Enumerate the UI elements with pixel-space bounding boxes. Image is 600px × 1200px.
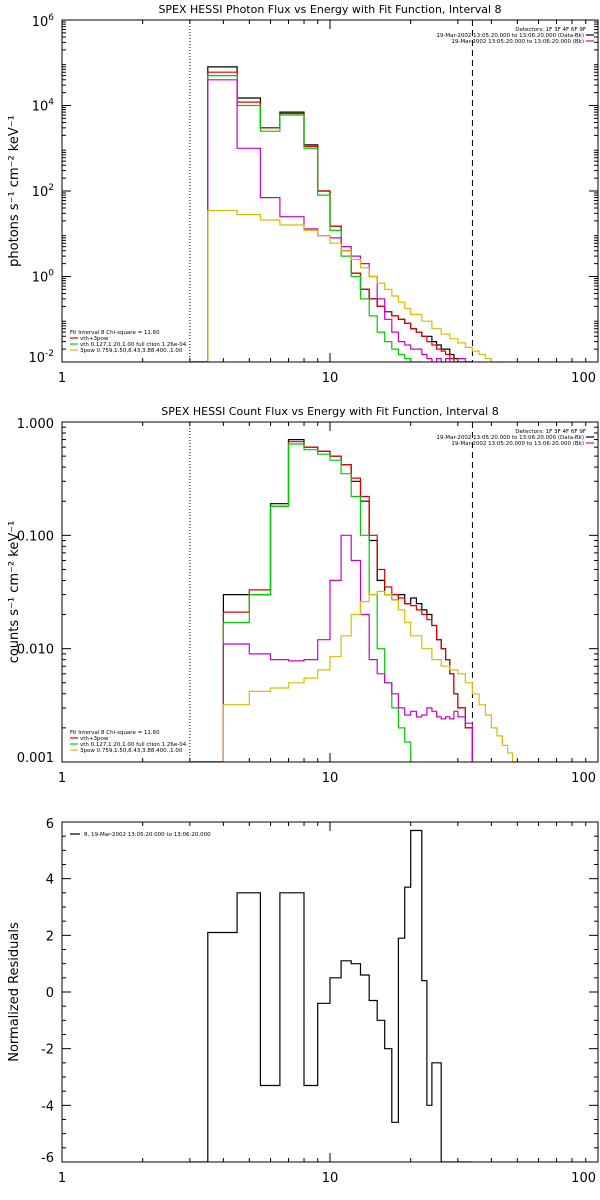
chart-panel-2: SPEX HESSI Count Flux vs Energy with Fit… bbox=[7, 405, 599, 786]
y-axis-label: counts s⁻¹ cm⁻² keV⁻¹ bbox=[7, 521, 22, 664]
y-tick-label: -6 bbox=[41, 1151, 54, 1166]
y-tick-label: -4 bbox=[41, 1099, 54, 1114]
x-tick-label: 100 bbox=[571, 771, 596, 786]
series-line-1 bbox=[189, 829, 473, 1162]
y-tick-label: -2 bbox=[41, 1043, 54, 1058]
series-line-4 bbox=[189, 79, 473, 362]
legend-header: Detectors: 1F 3F 4F 6F 9F bbox=[515, 429, 586, 435]
chart-title: SPEX HESSI Photon Flux vs Energy with Fi… bbox=[158, 3, 501, 16]
fit-legend-header: Fit Interval 8 Chi-square = 11.60 bbox=[70, 330, 160, 336]
x-tick-label: 10 bbox=[322, 1171, 339, 1186]
y-tick-label: 4 bbox=[46, 873, 54, 888]
x-tick-label: 1 bbox=[58, 371, 66, 386]
plot-area bbox=[189, 20, 508, 362]
legend-entry: 19-Mar-2002 13:05:20.000 to 13:06:20.000… bbox=[436, 33, 584, 39]
plot-area bbox=[189, 422, 518, 762]
y-tick-label: 106 bbox=[32, 13, 55, 30]
x-tick-label: 10 bbox=[322, 371, 339, 386]
fit-legend-header: Fit Interval 8 Chi-square = 11.60 bbox=[70, 730, 160, 736]
y-axis-label: Normalized Residuals bbox=[7, 922, 22, 1062]
series-line-5 bbox=[189, 209, 508, 362]
y-tick-label: 0 bbox=[46, 986, 54, 1001]
fit-legend-entry: 3pow 0.759,1.50,8.43,3.88,400.,1.00 bbox=[80, 348, 183, 354]
series-line-1 bbox=[189, 66, 473, 362]
chart-title: SPEX HESSI Count Flux vs Energy with Fit… bbox=[161, 405, 498, 418]
series-line-3 bbox=[189, 74, 422, 362]
y-tick-label: 6 bbox=[46, 817, 54, 832]
y-axis-label: photons s⁻¹ cm⁻² keV⁻¹ bbox=[7, 115, 22, 267]
legend-entry: 8, 19-Mar-2002 13:05:20.000 to 13:06:20.… bbox=[84, 832, 211, 838]
y-tick-label: 0.001 bbox=[17, 751, 54, 766]
axes-frame bbox=[61, 19, 599, 363]
x-tick-label: 10 bbox=[322, 771, 339, 786]
x-tick-label: 100 bbox=[571, 371, 596, 386]
legend-entry: 19-Mar-2002 13:05:20.000 to 13:06:20.000… bbox=[436, 435, 584, 441]
y-tick-label: 2 bbox=[46, 929, 54, 944]
plot-area bbox=[189, 829, 473, 1162]
y-tick-label: 0.100 bbox=[17, 529, 54, 544]
series-line-2 bbox=[189, 71, 473, 362]
fit-legend-entry: vth 0.127,1.20,1.00 full ction 1.26e-04 bbox=[80, 342, 187, 348]
y-tick-label: 102 bbox=[32, 183, 54, 200]
x-tick-label: 1 bbox=[58, 771, 66, 786]
y-tick-label: 0.010 bbox=[17, 643, 54, 658]
legend-entry: 19-Mar-2002 13:05:20.000 to 13:06:20.000… bbox=[451, 39, 584, 45]
y-tick-label: 104 bbox=[32, 98, 55, 115]
fit-legend-entry: vth+3pow bbox=[80, 336, 109, 342]
fit-legend-entry: 3pow 0.759,1.50,8.43,3.88,400.,1.00 bbox=[80, 748, 183, 754]
chart-panel-1: SPEX HESSI Photon Flux vs Energy with Fi… bbox=[7, 3, 599, 386]
legend-entry: 19-Mar-2002 13:05:20.000 to 13:06:20.000… bbox=[451, 441, 584, 447]
axes-frame bbox=[61, 421, 599, 763]
chart-panel-3: Normalized Residuals 1 10 100 -6 -4 -2 0 2 4 6 8, 1… bbox=[7, 817, 599, 1186]
fit-legend-entry: vth+3pow bbox=[80, 736, 109, 742]
y-tick-label: 1.000 bbox=[17, 417, 54, 432]
y-tick-label: 100 bbox=[32, 269, 55, 286]
legend-header: Detectors: 1F 3F 4F 6F 9F bbox=[515, 27, 586, 33]
axes-frame bbox=[61, 821, 599, 1163]
fit-legend-entry: vth 0.127,1.20,1.00 full ction 1.26e-04 bbox=[80, 742, 187, 748]
series-line-2 bbox=[189, 441, 473, 762]
series-line-5 bbox=[189, 590, 518, 762]
series-line-3 bbox=[189, 443, 412, 762]
series-line-1 bbox=[189, 439, 473, 762]
x-tick-label: 1 bbox=[58, 1171, 66, 1186]
x-tick-label: 100 bbox=[571, 1171, 596, 1186]
series-line-4 bbox=[189, 534, 473, 762]
y-tick-label: 10-2 bbox=[28, 349, 54, 366]
